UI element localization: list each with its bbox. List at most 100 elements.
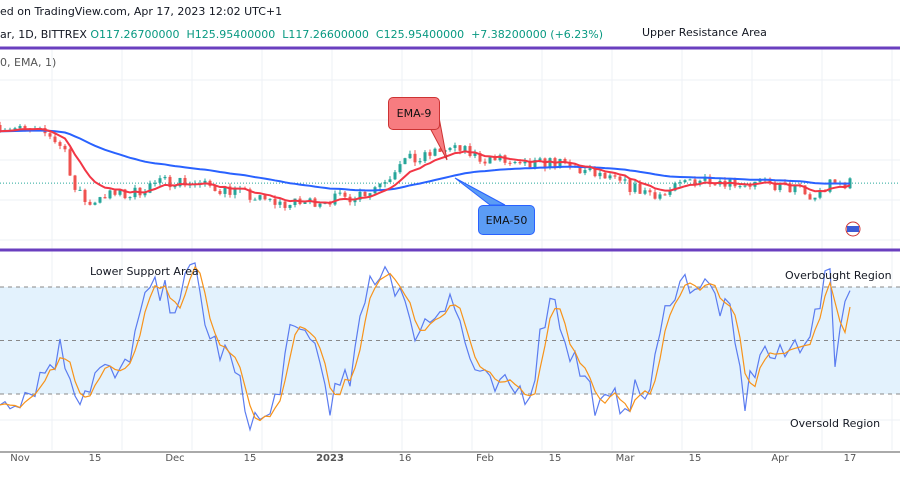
candle-body — [128, 197, 132, 199]
candle-body — [708, 176, 712, 185]
candle-body — [148, 183, 152, 193]
candle-body — [233, 189, 237, 195]
candle-body — [218, 190, 222, 194]
candle-body — [503, 155, 507, 163]
flag-icon-stripe — [847, 226, 859, 232]
candle-body — [48, 133, 52, 137]
candle-body — [818, 189, 822, 198]
candle-body — [598, 172, 602, 177]
candle-body — [748, 185, 752, 187]
candle-body — [333, 193, 337, 205]
candle-body — [538, 158, 542, 161]
candle-body — [623, 179, 627, 181]
candle-body — [58, 142, 62, 146]
candle-body — [123, 189, 127, 199]
candle-body — [693, 179, 697, 185]
candle-body — [468, 146, 472, 156]
stoch-d-line — [0, 265, 851, 422]
candle-body — [513, 161, 517, 163]
close: C125.95400000 — [375, 28, 465, 41]
x-tick-label: 15 — [88, 453, 102, 464]
low: L117.26600000 — [282, 28, 369, 41]
candle-body — [13, 128, 17, 130]
candle-body — [583, 170, 587, 174]
candle-body — [258, 195, 262, 200]
candle-body — [203, 180, 207, 184]
candle-body — [568, 162, 572, 167]
indicator-label: 0, EMA, 1) — [0, 56, 57, 69]
candle-body — [633, 183, 637, 192]
candle-body — [293, 198, 297, 206]
x-tick-label: 17 — [843, 453, 857, 464]
candle-body — [398, 164, 402, 173]
candle-body — [108, 190, 112, 199]
candle-body — [178, 177, 182, 187]
candle-body — [653, 192, 657, 199]
x-tick-label: 16 — [398, 453, 412, 464]
candle-body — [283, 201, 287, 208]
candle-body — [533, 160, 537, 168]
candle-body — [788, 183, 792, 193]
x-tick-label: Dec — [165, 453, 185, 464]
candle-body — [413, 153, 417, 163]
x-tick-label: 2023 — [316, 453, 344, 464]
high: H125.95400000 — [186, 28, 276, 41]
candle-body — [698, 180, 702, 185]
candle-body — [773, 182, 777, 191]
ema50-line — [0, 129, 851, 192]
candle-body — [68, 149, 72, 176]
x-tick-label: 15 — [548, 453, 562, 464]
candle-body — [793, 185, 797, 193]
candle-body — [848, 178, 852, 189]
candle-body — [78, 189, 82, 191]
candle-body — [678, 182, 682, 184]
candle-body — [558, 158, 562, 168]
candle-body — [488, 157, 492, 164]
candle-body — [493, 157, 497, 161]
candle-body — [363, 191, 367, 197]
candle-body — [153, 182, 157, 184]
candle-body — [408, 153, 412, 159]
candle-body — [163, 176, 167, 179]
candle-body — [833, 179, 837, 184]
candle-body — [613, 175, 617, 177]
candle-body — [173, 186, 177, 188]
candle-body — [508, 162, 512, 164]
candle-body — [428, 152, 432, 156]
candle-body — [228, 186, 232, 195]
x-tick-label: 15 — [688, 453, 702, 464]
candle-body — [63, 145, 67, 150]
candle-body — [688, 179, 692, 181]
candle-body — [593, 168, 597, 177]
candle-body — [528, 161, 532, 168]
ema9-callout: EMA-9 — [388, 97, 440, 130]
candle-body — [423, 152, 427, 162]
candle-body — [368, 193, 372, 197]
candle-body — [93, 202, 97, 205]
candle-body — [73, 175, 77, 190]
x-tick-label: 15 — [243, 453, 257, 464]
candle-body — [578, 167, 582, 174]
candle-body — [158, 178, 162, 183]
candle-body — [263, 195, 267, 200]
candle-body — [303, 202, 307, 204]
change: +7.38200000 (+6.23%) — [471, 28, 604, 41]
candle-body — [393, 172, 397, 180]
candle-body — [463, 146, 467, 151]
candle-body — [83, 189, 87, 202]
candle-body — [743, 185, 747, 187]
candle-body — [248, 189, 252, 200]
candle-body — [433, 148, 437, 156]
candle-body — [403, 158, 407, 165]
x-tick-label: Nov — [10, 453, 30, 464]
candle-body — [673, 183, 677, 191]
open: O117.26700000 — [90, 28, 180, 41]
candle-body — [118, 189, 122, 195]
candle-body — [758, 180, 762, 182]
candle-body — [103, 197, 107, 199]
stoch-k-line — [0, 262, 851, 432]
candle-body — [608, 175, 612, 179]
candle-body — [548, 158, 552, 168]
upper-resistance-label: Upper Resistance Area — [642, 26, 767, 39]
